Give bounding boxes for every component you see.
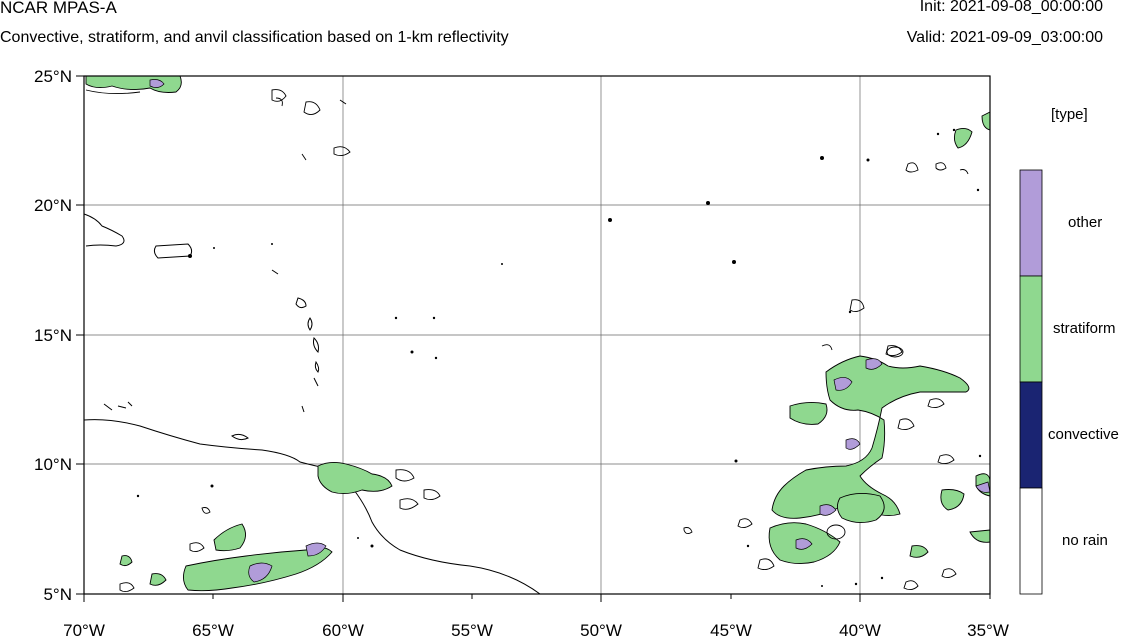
init-time: Init: 2021-09-08_00:00:00 xyxy=(919,0,1103,15)
lat-tick-label: 25°N xyxy=(34,67,72,86)
lon-tick-label: 35°W xyxy=(967,621,1009,640)
legend-label-no-rain: no rain xyxy=(1062,532,1108,549)
lon-tick-label: 70°W xyxy=(63,621,105,640)
tick-marks xyxy=(76,75,991,602)
legend-swatch-no-rain xyxy=(1019,487,1043,595)
valid-time: Valid: 2021-09-09_03:00:00 xyxy=(906,29,1103,46)
lat-tick-label: 15°N xyxy=(34,326,72,345)
legend-swatch-convective xyxy=(1019,381,1043,489)
legend-title: [type] xyxy=(1051,106,1088,123)
legend-label-convective: convective xyxy=(1048,426,1119,443)
convective-cells xyxy=(136,128,982,587)
legend-label-stratiform: stratiform xyxy=(1053,320,1116,337)
lat-tick-label: 5°N xyxy=(43,585,72,604)
lon-tick-label: 45°W xyxy=(710,621,752,640)
lon-tick-label: 55°W xyxy=(451,621,493,640)
lon-tick-label: 40°W xyxy=(839,621,881,640)
lat-tick-label: 10°N xyxy=(34,455,72,474)
map-title: NCAR MPAS-A xyxy=(0,0,117,17)
legend-swatch-other xyxy=(1019,169,1043,277)
lat-tick-label: 20°N xyxy=(34,196,72,215)
map-subtitle: Convective, stratiform, and anvil classi… xyxy=(0,29,509,46)
lon-tick-label: 65°W xyxy=(192,621,234,640)
rain-contours xyxy=(85,89,969,593)
legend-swatch-stratiform xyxy=(1019,275,1043,383)
legend-colorbar xyxy=(1019,169,1043,595)
legend-label-other: other xyxy=(1068,214,1103,231)
lon-tick-label: 50°W xyxy=(580,621,622,640)
lon-tick-label: 60°W xyxy=(322,621,364,640)
other-areas xyxy=(149,79,990,583)
